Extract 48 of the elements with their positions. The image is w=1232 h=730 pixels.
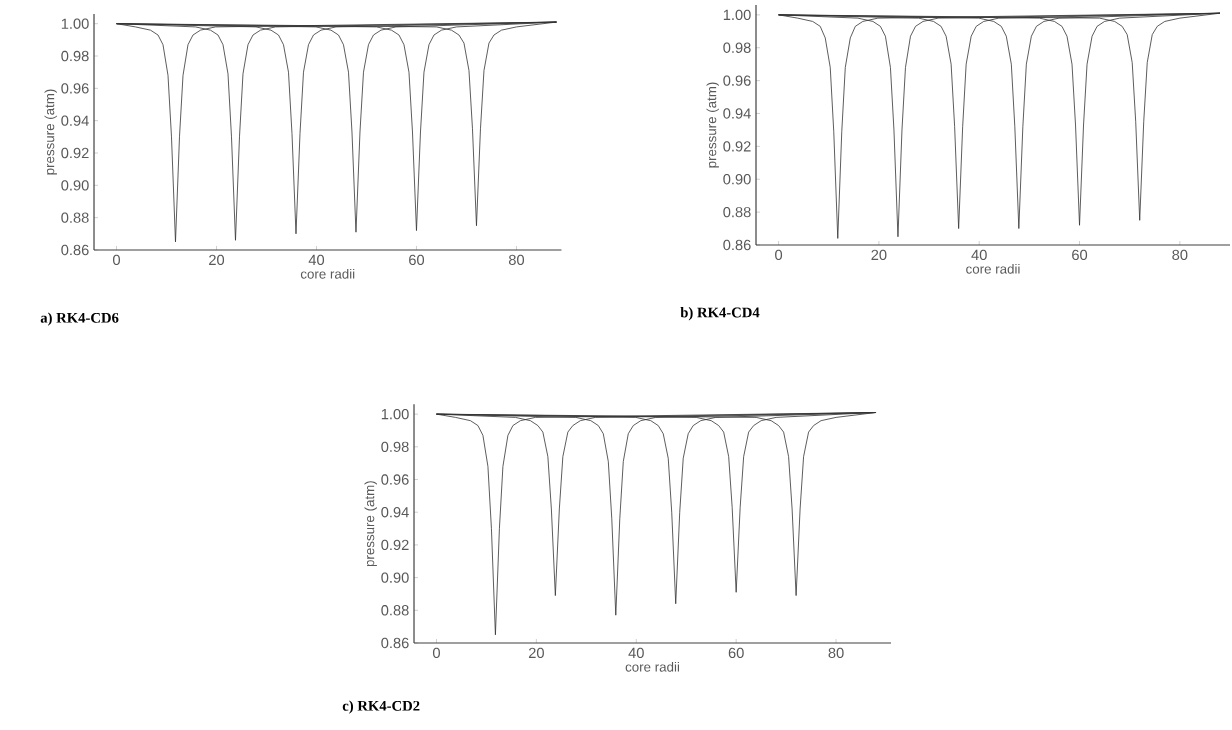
y-axis-title: pressure (atm) bbox=[706, 82, 719, 168]
y-tick-label: 0.88 bbox=[723, 206, 751, 218]
y-tick-label: 0.98 bbox=[723, 42, 751, 53]
y-tick-label: 0.94 bbox=[61, 115, 89, 126]
y-tick-label: 0.86 bbox=[381, 637, 409, 649]
y-tick-label: 1.00 bbox=[723, 9, 751, 21]
x-tick-label: 0 bbox=[775, 249, 783, 261]
y-tick-label: 0.90 bbox=[381, 572, 409, 583]
x-tick-label: 80 bbox=[508, 254, 525, 266]
text: a) RK4-CD6 bbox=[40, 312, 119, 326]
x-tick-label: 0 bbox=[112, 254, 120, 266]
x-tick-label: 40 bbox=[971, 249, 987, 261]
y-tick-label: 1.00 bbox=[381, 408, 409, 420]
x-tick-label: 80 bbox=[1172, 249, 1188, 261]
y-tick-label: 0.94 bbox=[381, 507, 409, 518]
x-tick-label: 60 bbox=[728, 647, 744, 659]
x-axis-title: core radii bbox=[300, 268, 355, 279]
text: c) RK4-CD2 bbox=[342, 700, 420, 714]
x-tick-label: 20 bbox=[871, 249, 887, 261]
y-tick-label: 0.86 bbox=[61, 244, 89, 256]
x-axis-title: core radii bbox=[966, 263, 1020, 274]
x-tick-label: 60 bbox=[409, 254, 425, 266]
y-tick-label: 0.88 bbox=[61, 212, 89, 223]
y-tick-label: 0.92 bbox=[723, 141, 751, 152]
y-tick-label: 0.98 bbox=[61, 50, 89, 62]
y-tick-label: 0.92 bbox=[61, 147, 89, 159]
y-axis-title: pressure (atm) bbox=[364, 481, 377, 567]
text: b) RK4-CD4 bbox=[680, 307, 760, 321]
y-tick-label: 0.92 bbox=[381, 539, 409, 551]
y-tick-label: 0.88 bbox=[381, 605, 409, 616]
x-tick-label: 20 bbox=[209, 254, 225, 266]
y-tick-label: 0.96 bbox=[381, 474, 409, 485]
y-tick-label: 1.00 bbox=[61, 18, 89, 29]
x-tick-label: 80 bbox=[828, 647, 844, 659]
y-tick-label: 0.96 bbox=[723, 75, 751, 86]
y-tick-label: 0.94 bbox=[723, 108, 751, 119]
x-axis-title: core radii bbox=[625, 661, 680, 672]
y-tick-label: 0.86 bbox=[723, 239, 751, 251]
x-tick-label: 0 bbox=[432, 647, 440, 659]
x-tick-label: 60 bbox=[1072, 249, 1088, 261]
y-tick-label: 0.90 bbox=[61, 180, 89, 191]
x-tick-label: 40 bbox=[628, 647, 644, 659]
y-tick-label: 0.96 bbox=[61, 83, 89, 94]
y-tick-label: 0.98 bbox=[381, 441, 409, 453]
y-tick-label: 0.90 bbox=[723, 174, 751, 185]
y-axis-title: pressure (atm) bbox=[44, 89, 57, 175]
x-tick-label: 40 bbox=[308, 254, 325, 266]
x-tick-label: 20 bbox=[528, 647, 544, 659]
